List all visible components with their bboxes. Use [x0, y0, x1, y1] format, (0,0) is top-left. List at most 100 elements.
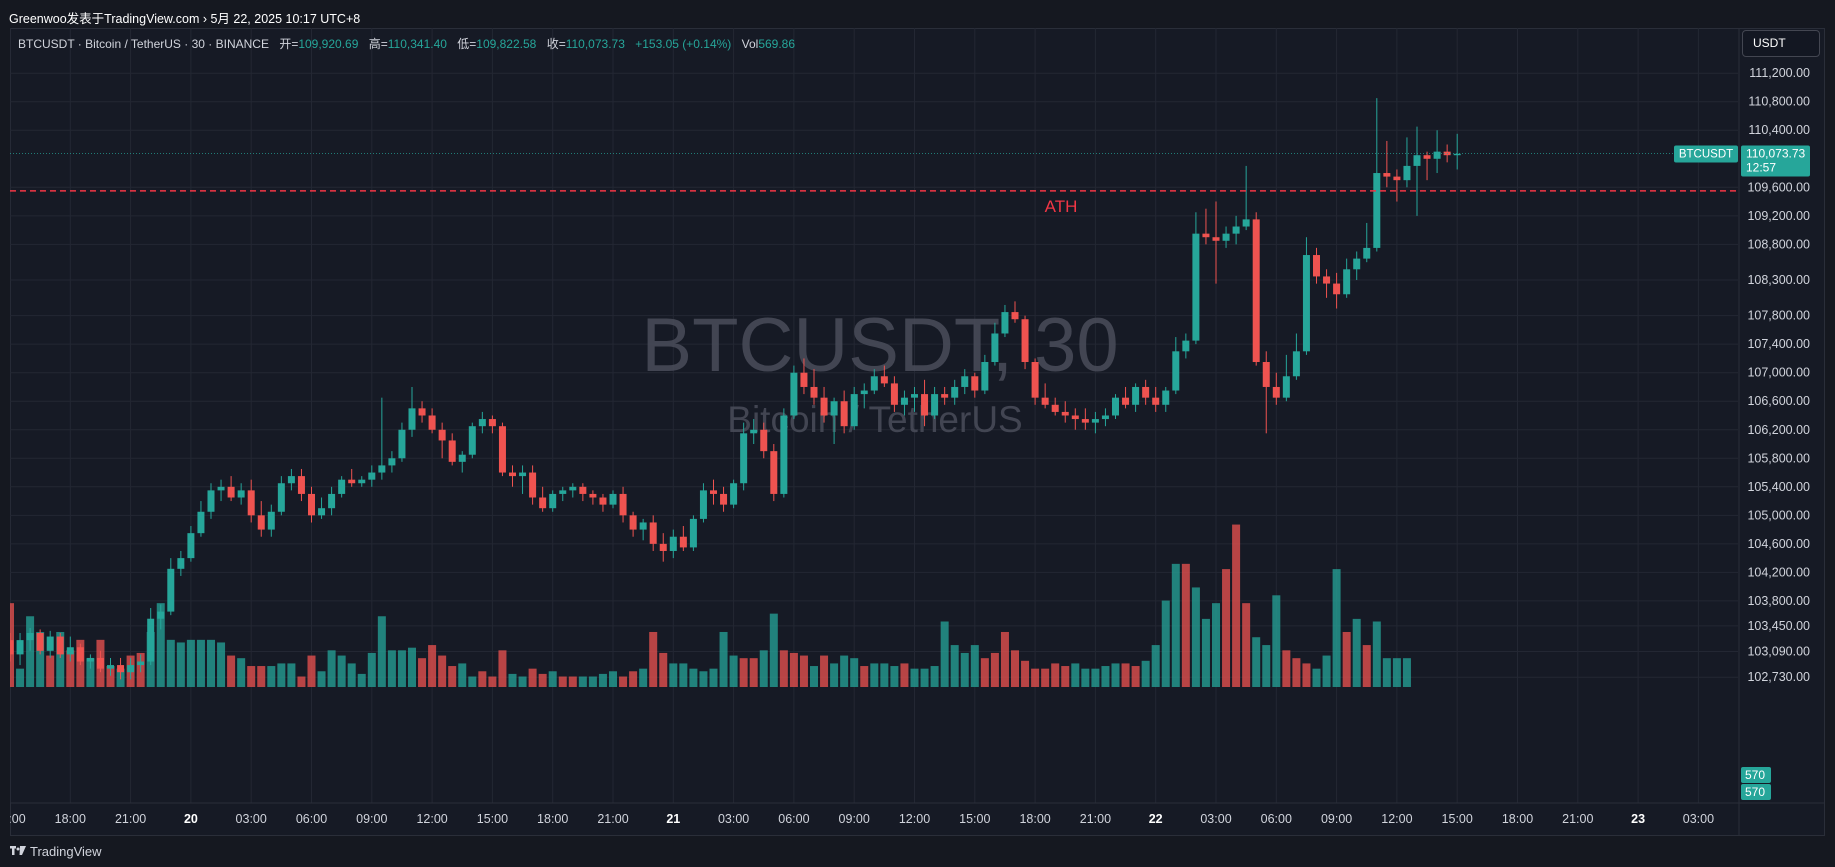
candle: [790, 365, 798, 420]
tradingview-logo[interactable]: TradingView: [10, 844, 102, 859]
candle: [1433, 130, 1441, 174]
candle: [810, 369, 818, 405]
candle: [730, 479, 738, 509]
candle: [478, 411, 486, 434]
volume-bar: [1101, 666, 1110, 687]
candle-body: [931, 394, 939, 416]
candle-body: [1433, 151, 1441, 159]
candle-body: [589, 493, 597, 498]
candle: [1363, 222, 1371, 263]
candle-body: [1383, 173, 1391, 177]
candle-body: [247, 490, 255, 516]
candle: [539, 486, 547, 512]
candle-body: [559, 490, 567, 494]
price-tick-label: 105,400.00: [1747, 480, 1810, 494]
candle: [1202, 208, 1210, 245]
candle-body: [217, 486, 225, 491]
volume-bar: [1252, 637, 1261, 687]
volume-bar: [86, 658, 95, 687]
volume-bar: [980, 658, 989, 687]
price-tick-label: 110,800.00: [1748, 95, 1810, 109]
volume-bar: [920, 668, 929, 687]
candle-body: [56, 636, 64, 655]
ath-label: ATH: [1045, 197, 1078, 216]
volume-bar: [890, 666, 899, 687]
candle: [559, 486, 567, 502]
candle: [599, 493, 607, 512]
volume-bar: [669, 663, 678, 687]
candle: [1232, 215, 1240, 245]
currency-selector[interactable]: USDT: [1742, 30, 1820, 57]
price-tick-label: 106,600.00: [1747, 394, 1810, 408]
candle: [1333, 272, 1341, 309]
legend-symbol[interactable]: BTCUSDT · Bitcoin / TetherUS · 30 · BINA…: [18, 37, 269, 51]
candle: [860, 383, 868, 409]
volume-bar: [1382, 658, 1391, 687]
candle-body: [46, 636, 54, 651]
candle-body: [971, 376, 979, 391]
candle-body: [880, 376, 888, 384]
candle-body: [368, 472, 376, 480]
time-tick-label: 18:00: [55, 812, 86, 826]
candle: [1302, 237, 1310, 355]
candle: [297, 468, 305, 502]
volume-bar: [850, 658, 859, 687]
volume-bar: [1121, 663, 1130, 687]
candle: [418, 401, 426, 423]
volume-bar: [749, 658, 758, 687]
volume-bar: [1282, 650, 1291, 687]
publish-line: Greenwoo发表于TradingView.com › 5月 22, 2025…: [9, 12, 361, 26]
volume-bar: [1081, 668, 1090, 687]
candle: [348, 468, 356, 487]
volume-bar: [1212, 603, 1220, 687]
candlestick-chart[interactable]: BTCUSDT, 30 Bitcoin / TetherUS ATH 111,2…: [10, 28, 1825, 836]
time-tick-label: 15:00: [10, 812, 26, 826]
volume-bar: [1272, 595, 1281, 687]
volume-bar: [699, 671, 708, 687]
price-tick-label: 102,730.00: [1747, 670, 1810, 684]
volume-bar: [679, 663, 688, 687]
volume-bar: [719, 631, 728, 687]
legend-low: 109,822.58: [476, 37, 537, 51]
price-candles: [10, 98, 1461, 680]
volume-bar: [880, 663, 889, 687]
volume-bar: [377, 616, 386, 687]
candle-body: [157, 611, 165, 619]
volume-bar: [1362, 645, 1371, 687]
candle-body: [730, 483, 738, 505]
candle-body: [890, 383, 898, 405]
volume-bar: [267, 666, 276, 687]
candle-body: [408, 408, 416, 430]
candle-body: [227, 486, 235, 498]
candle-body: [267, 511, 275, 530]
volume-bar: [1111, 663, 1120, 687]
candle: [1272, 372, 1280, 405]
candle: [488, 415, 496, 434]
candle: [46, 630, 54, 658]
candle: [167, 558, 175, 616]
candle: [1031, 358, 1039, 405]
candle-body: [1172, 351, 1180, 391]
time-axis[interactable]: 15:00 18:00 21:00 20 03:00 06:00 09:00 12:00 15:…: [10, 812, 1714, 826]
candle: [890, 376, 898, 412]
volume-bar: [1201, 618, 1210, 687]
volume-bar: [1372, 621, 1381, 687]
candle: [1413, 126, 1421, 216]
candle: [589, 490, 597, 505]
candle: [36, 629, 44, 655]
candle-body: [438, 429, 446, 441]
candle: [840, 390, 848, 434]
legend-low-label: 低=: [457, 37, 477, 51]
candle: [127, 657, 135, 680]
candle: [720, 486, 728, 512]
price-axis[interactable]: 111,200.00 110,800.00 110,400.00 109,600.00…: [1747, 66, 1810, 684]
price-tags: BTCUSDT 110,073.73 12:57 570 570: [1674, 145, 1810, 800]
price-tick-label: 107,000.00: [1747, 366, 1810, 380]
time-tick-label: 09:00: [839, 812, 870, 826]
volume-bar: [960, 652, 969, 687]
candle: [1162, 386, 1170, 412]
candle-body: [1132, 386, 1140, 405]
candle-body: [1333, 283, 1341, 295]
candle-body: [1403, 165, 1411, 181]
candle-body: [639, 522, 647, 530]
